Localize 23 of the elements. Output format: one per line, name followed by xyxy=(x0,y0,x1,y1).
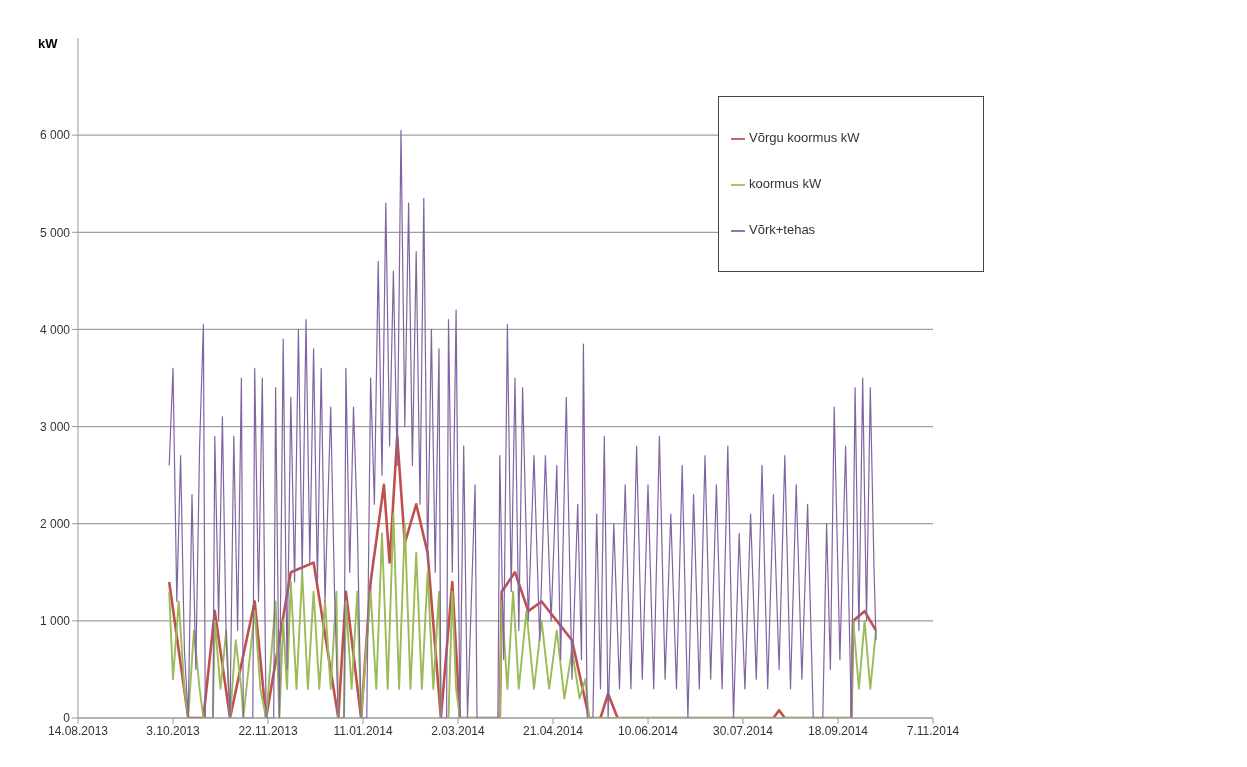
x-tick-label: 2.03.2014 xyxy=(431,723,486,738)
x-tick-label: 10.06.2014 xyxy=(617,723,679,738)
x-tick-label: 30.07.2014 xyxy=(712,723,774,738)
y-tick-label: 1 000 xyxy=(39,614,71,629)
y-tick-label: 6 000 xyxy=(39,128,71,143)
x-tick-label: 22.11.2013 xyxy=(238,723,298,738)
line-series xyxy=(168,129,877,718)
x-tick-label: 7.11.2014 xyxy=(906,723,960,738)
x-tick-label: 18.09.2014 xyxy=(807,723,869,738)
legend-label: koormus kW xyxy=(749,176,822,191)
x-tick-label: 3.10.2013 xyxy=(146,723,201,738)
line-series xyxy=(168,513,877,718)
legend-label: Võrk+tehas xyxy=(749,222,816,237)
y-tick-label: 0 xyxy=(63,711,71,726)
y-axis-title: kW xyxy=(38,36,58,51)
x-tick-label: 21.04.2014 xyxy=(522,723,584,738)
legend-label: Võrgu koormus kW xyxy=(749,130,860,145)
x-tick-label: 11.01.2014 xyxy=(333,723,393,738)
y-tick-label: 5 000 xyxy=(39,225,71,240)
y-tick-label: 3 000 xyxy=(39,419,71,434)
x-tick-label: 14.08.2013 xyxy=(47,723,109,738)
y-tick-label: 4 000 xyxy=(39,322,71,337)
y-tick-label: 2 000 xyxy=(39,516,71,531)
